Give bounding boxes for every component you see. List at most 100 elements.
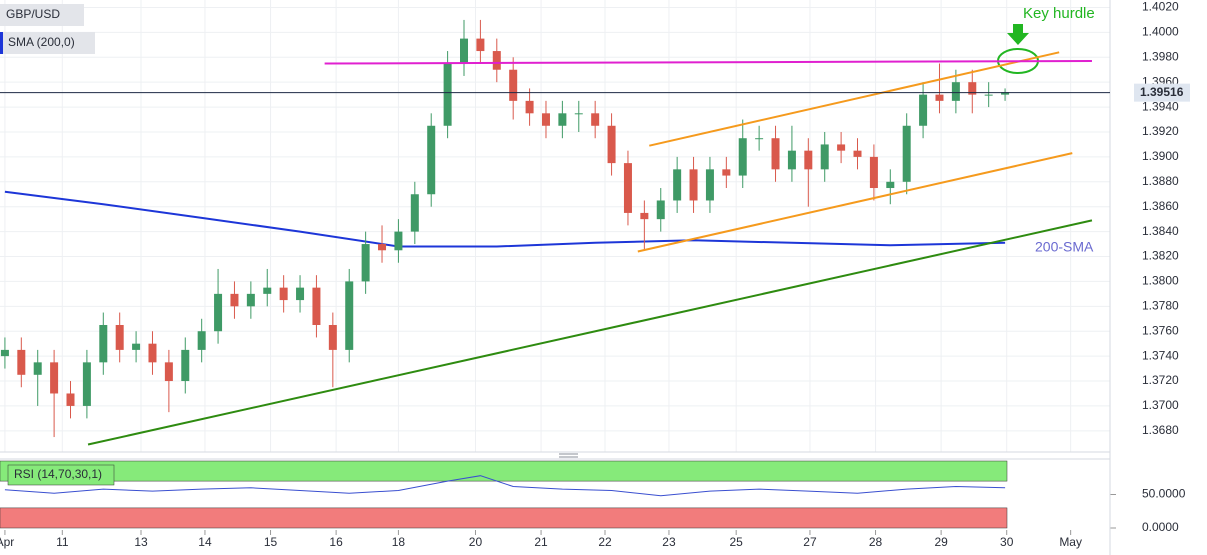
y-tick-label: 1.3840 [1142, 224, 1179, 238]
y-tick-label: 1.3760 [1142, 323, 1179, 337]
x-tick-label: 14 [198, 535, 212, 549]
legend-label: GBP/USD [6, 7, 60, 21]
last-price-label: 1.39516 [1140, 85, 1184, 99]
y-tick-label: 1.4000 [1142, 25, 1179, 39]
candle-body [853, 150, 862, 157]
candle-body [787, 150, 796, 170]
candle-body [968, 82, 977, 95]
candle-body [919, 94, 928, 126]
x-tick-label: 30 [1000, 535, 1014, 549]
candle-body [525, 100, 534, 114]
annotation: 200-SMA [1035, 239, 1094, 255]
y-tick-label: 1.3780 [1142, 298, 1179, 312]
candle-body [181, 349, 190, 382]
candle-body [869, 156, 878, 189]
candle-body [673, 169, 682, 201]
x-tick-label: 15 [264, 535, 278, 549]
y-tick-label: 0.0000 [1142, 520, 1179, 534]
trend-line [637, 152, 1073, 253]
candle-body [99, 324, 108, 363]
candle-body [296, 287, 305, 301]
y-tick-label: 1.3800 [1142, 274, 1179, 288]
legend-box [0, 32, 95, 54]
x-tick-label: 18 [392, 535, 406, 549]
candle-body [427, 125, 436, 195]
x-tick-label: May [1059, 535, 1082, 549]
legend-box [0, 4, 84, 26]
x-tick-label: 25 [729, 535, 743, 549]
y-tick-label: 1.3680 [1142, 423, 1179, 437]
candle-body [902, 125, 911, 182]
x-tick-label: 21 [534, 535, 548, 549]
y-tick-label: 1.3700 [1142, 398, 1179, 412]
candle-body [656, 200, 665, 220]
candle-body [197, 331, 206, 350]
candle-body [558, 113, 567, 126]
x-tick-label: 28 [869, 535, 883, 549]
x-tick-label: 22 [598, 535, 612, 549]
candle-body [361, 244, 370, 282]
candle-body [492, 51, 501, 70]
candle-body [738, 138, 747, 176]
y-tick-label: 1.3920 [1142, 124, 1179, 138]
candle-body [460, 38, 469, 64]
candle-body [689, 169, 698, 201]
y-tick-label: 1.3820 [1142, 249, 1179, 263]
trend-line [649, 51, 1060, 147]
sma-line [4, 190, 1006, 248]
candle-body [509, 69, 518, 101]
x-tick-label: 27 [803, 535, 817, 549]
candle-body [574, 113, 583, 115]
y-tick-label: 1.3980 [1142, 49, 1179, 63]
y-tick-label: 1.3940 [1142, 99, 1179, 113]
legend-box [7, 464, 115, 486]
legend-swatch [0, 32, 3, 54]
overlay-layer: 1.39516 [0, 51, 1190, 446]
candle-body [476, 38, 485, 52]
candle-body [246, 293, 255, 307]
arrow [1007, 24, 1029, 45]
rsi-band [0, 460, 1008, 482]
candle-body [722, 169, 731, 176]
candle-body [312, 287, 321, 325]
candle-body [607, 125, 616, 164]
candle-body [263, 287, 272, 294]
candle-body [214, 293, 223, 332]
trend-line [324, 60, 1092, 65]
candle-body [705, 169, 714, 201]
candle-body [804, 150, 813, 170]
x-tick-label: 13 [134, 535, 148, 549]
candle-body [328, 324, 337, 350]
candle-body [164, 362, 173, 382]
candle-body [33, 362, 42, 375]
rsi-band [0, 507, 1008, 529]
legend-label: RSI (14,70,30,1) [14, 467, 102, 481]
x-tick-label: 23 [662, 535, 676, 549]
y-tick-label: 1.3880 [1142, 174, 1179, 188]
annotation: Key hurdle [1023, 5, 1095, 22]
x-tick-label: 11 [56, 535, 69, 549]
x-tick-label: 16 [329, 535, 343, 549]
candle-body [541, 113, 550, 126]
candle-body [410, 194, 419, 232]
legend-label: SMA (200,0) [8, 35, 75, 49]
candle-body [820, 144, 829, 170]
candle-body [279, 287, 288, 301]
last-price-box [1134, 83, 1190, 102]
candle-body [886, 181, 895, 189]
candle-body [115, 324, 124, 350]
candle-body [984, 94, 993, 96]
candle-body [951, 82, 960, 101]
y-tick-label: 1.3740 [1142, 348, 1179, 362]
y-tick-label: 50.0000 [1142, 487, 1186, 501]
candle-body [50, 362, 59, 394]
candle-body [0, 349, 9, 357]
candle-body [623, 163, 632, 213]
y-tick-label: 1.3720 [1142, 373, 1179, 387]
candle-body [837, 144, 846, 151]
candle-body [345, 281, 354, 350]
candle-body [591, 113, 600, 126]
candle-body [771, 138, 780, 170]
candle-body [148, 343, 157, 363]
